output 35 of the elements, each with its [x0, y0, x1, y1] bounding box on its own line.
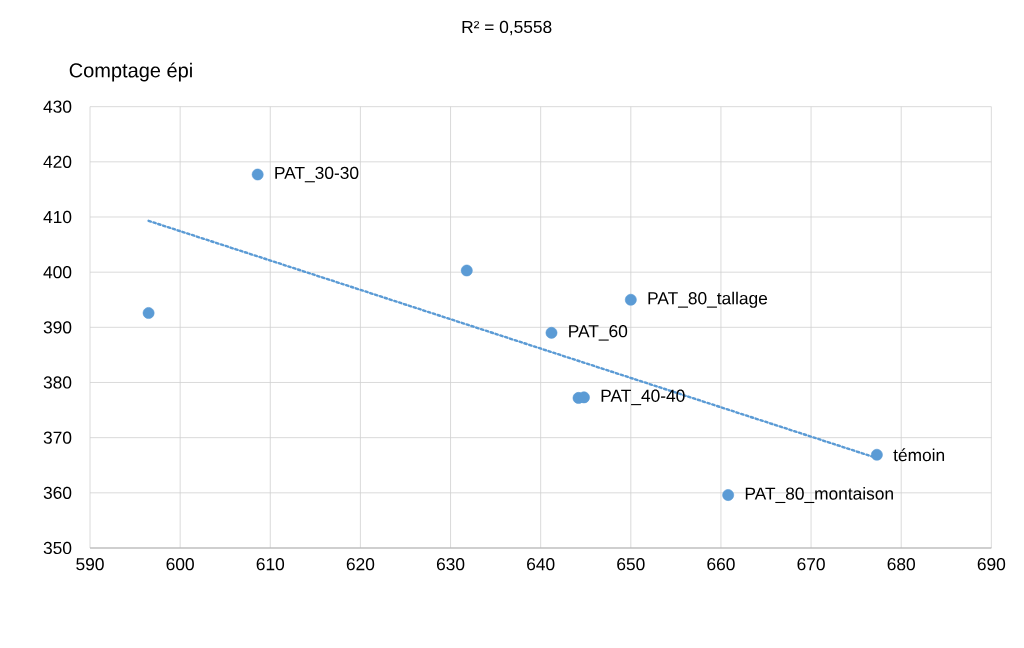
annotation: PAT_40-40: [601, 389, 685, 406]
y-axis-title: Comptage épi: [69, 62, 192, 82]
x-tick-label: 590: [76, 558, 104, 571]
text: R² = 0,5558: [462, 20, 552, 36]
y-tick-label: 350: [43, 541, 72, 555]
x-tick-label: 690: [977, 558, 1006, 571]
y-tick-label: 420: [43, 155, 72, 168]
annotation: PAT_80_montaison: [745, 487, 893, 504]
annotation: PAT_60: [569, 325, 628, 341]
y-tick-label: 380: [43, 376, 72, 389]
annotation: PAT_80_tallage: [648, 291, 768, 308]
y-tick-label: 410: [43, 210, 72, 224]
y-tick-label: 360: [43, 486, 72, 499]
point: [460, 264, 473, 277]
point: [545, 326, 558, 339]
x-tick-label: 640: [527, 558, 555, 571]
x-tick-label: 650: [617, 558, 645, 571]
x-tick-label: 630: [436, 558, 465, 571]
point: [624, 293, 637, 306]
point: [251, 168, 264, 181]
x-tick-label: 670: [797, 558, 825, 571]
annotation: témoin: [893, 448, 945, 462]
x-tick-label: 610: [256, 558, 285, 571]
y-tick-label: 390: [43, 321, 72, 334]
point: [871, 448, 883, 461]
x-tick-label: 680: [887, 558, 915, 571]
x-tick-label: 660: [707, 558, 735, 571]
y-tick-label: 370: [43, 431, 72, 444]
point: [722, 489, 735, 501]
y-tick-label: 400: [43, 266, 72, 279]
annotation: PAT_30-30: [275, 166, 359, 183]
y-tick-label: 430: [43, 100, 72, 113]
x-tick-label: 620: [346, 558, 375, 571]
x-tick-label: 600: [166, 558, 194, 571]
point: [142, 307, 155, 319]
